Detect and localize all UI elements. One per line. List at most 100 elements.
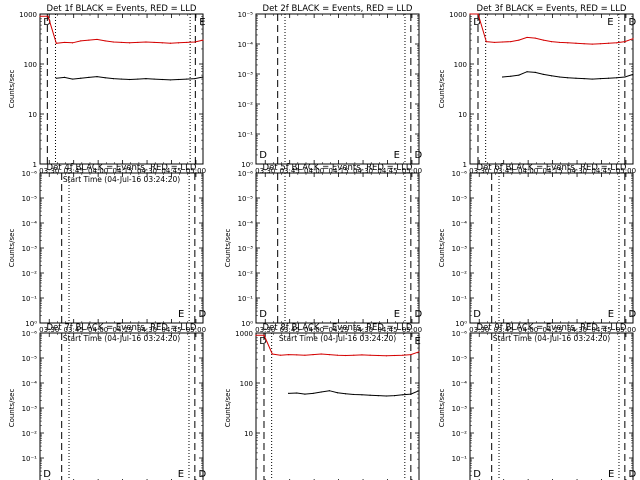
x-tick-label: 05:00 xyxy=(402,167,422,175)
x-axis-label: Start Time (04-Jul-16 03:24:20) xyxy=(63,334,180,343)
y-tick-label: 10⁻⁵ xyxy=(452,195,468,203)
y-tick-label: 10⁻¹ xyxy=(22,295,38,303)
detector-panel-6: Det 6f BLACK = Events, RED = LLD Counts/s… xyxy=(438,163,636,343)
plot-frame xyxy=(255,332,420,480)
y-tick-label: 10⁰ xyxy=(455,320,467,328)
y-tick-label: 10 xyxy=(28,111,37,119)
lld-rate-point xyxy=(477,13,479,15)
lld-rate-point xyxy=(526,36,528,39)
x-tick-label: 04:45 xyxy=(591,326,611,334)
x-tick-label: 03:45 xyxy=(280,167,300,175)
event-marker-d: D xyxy=(259,309,267,320)
x-axis-label: Start Time (04-Jul-16 03:24:20) xyxy=(63,175,180,184)
events-rate-point xyxy=(112,78,114,80)
events-rate-point xyxy=(353,393,355,396)
y-tick-label: 1 xyxy=(33,161,37,169)
lld-rate-point xyxy=(47,15,49,17)
events-rate-point xyxy=(312,392,314,394)
x-tick-label: 04:00 xyxy=(518,326,538,334)
lld-rate-point xyxy=(120,41,123,44)
detector-panel-8: Det 8f BLACK = Events, RED = LLD Counts/s… xyxy=(224,323,421,480)
lld-rate-point xyxy=(345,354,347,357)
events-rate-point xyxy=(526,71,528,73)
x-tick-label: 03:45 xyxy=(64,167,84,175)
event-marker-d: D xyxy=(414,309,422,320)
y-tick-label: 10⁻¹ xyxy=(452,455,468,463)
event-marker-d: D xyxy=(414,150,422,161)
event-marker-d: D xyxy=(259,150,267,161)
events-rate-point xyxy=(393,394,396,397)
x-tick-label: 04:30 xyxy=(137,167,157,175)
events-rate-point xyxy=(377,394,379,397)
lld-rate-point xyxy=(145,41,147,43)
events-rate-point xyxy=(559,76,561,78)
events-rate-point xyxy=(599,78,602,80)
lld-rate-point xyxy=(55,42,57,44)
x-axis-label: Start Time (04-Jul-16 03:24:20) xyxy=(279,334,396,343)
y-axis-label: Counts/sec xyxy=(224,389,232,428)
lld-rate-point xyxy=(104,40,106,42)
y-tick-label: 100 xyxy=(24,61,37,69)
x-tick-label: 04:45 xyxy=(161,326,181,334)
detector-panel-2: Det 2f BLACK = Events, RED = LLD 10⁰ 10⁻¹ 1… xyxy=(238,4,423,175)
x-tick-label: 03:30 xyxy=(39,167,59,175)
panel-title: Det 5f BLACK = Events, RED = LLD xyxy=(263,163,413,173)
y-tick-label: 10⁰ xyxy=(241,161,253,169)
x-tick-label: 04:15 xyxy=(328,326,348,334)
lld-rate-point xyxy=(96,38,98,41)
x-tick-label: 04:00 xyxy=(304,326,324,334)
events-rate-point xyxy=(104,77,106,79)
lld-rate-point xyxy=(575,42,577,44)
events-rate-point xyxy=(632,73,634,75)
y-tick-label: 10⁰ xyxy=(241,320,253,328)
panel-title: Det 7f BLACK = Events, RED = LLD xyxy=(47,323,197,333)
lld-rate-point xyxy=(616,42,618,44)
events-rate-point xyxy=(550,75,553,77)
lld-rate-point xyxy=(304,354,306,356)
panel-title: Det 4f BLACK = Events, RED = LLD xyxy=(47,163,197,173)
x-tick-label: 04:00 xyxy=(88,326,108,334)
plot-frame xyxy=(255,13,420,165)
y-axis-label: Counts/sec xyxy=(8,70,16,109)
lld-rate-point xyxy=(402,354,404,356)
lld-rate-point xyxy=(255,334,257,336)
events-rate-point xyxy=(72,78,74,80)
events-rate-point xyxy=(88,76,90,78)
x-tick-label: 05:00 xyxy=(186,326,206,334)
x-tick-label: 04:00 xyxy=(88,167,108,175)
events-rate-point xyxy=(194,78,196,80)
y-tick-label: 10⁻² xyxy=(452,430,468,438)
y-tick-label: 10⁻⁶ xyxy=(22,330,38,338)
lld-rate-point xyxy=(353,354,355,356)
event-marker-d: D xyxy=(198,469,206,480)
lld-rate-point xyxy=(328,353,330,356)
lld-rate-point xyxy=(288,353,290,356)
lld-rate-point xyxy=(550,41,553,43)
events-rate-point xyxy=(502,76,504,78)
x-tick-label: 03:45 xyxy=(494,326,514,334)
lld-rate-point xyxy=(534,37,536,39)
events-rate-point xyxy=(607,77,610,79)
event-marker-d: D xyxy=(259,336,267,347)
lld-rate-point xyxy=(542,39,544,41)
events-rate-point xyxy=(328,390,330,392)
x-tick-label: 03:30 xyxy=(255,326,275,334)
detector-panel-5: Det 5f BLACK = Events, RED = LLD Counts/s… xyxy=(224,163,422,343)
lld-rate-point xyxy=(296,354,298,356)
y-tick-label: 10⁻² xyxy=(452,270,468,278)
event-marker-e: E xyxy=(608,469,614,480)
lld-rate-point xyxy=(583,43,585,45)
panel-title: Det 6f BLACK = Events, RED = LLD xyxy=(477,163,627,173)
lld-rate-point xyxy=(418,351,420,353)
panel-title: Det 3f BLACK = Events, RED = LLD xyxy=(477,4,627,14)
lld-rate-point xyxy=(153,41,155,44)
events-rate-point xyxy=(534,71,536,73)
events-rate-point xyxy=(186,78,188,80)
y-axis-label: Counts/sec xyxy=(224,229,232,268)
event-marker-d: D xyxy=(628,17,636,28)
events-rate-point xyxy=(96,75,98,78)
lld-rate-point xyxy=(169,42,171,44)
x-tick-label: 03:45 xyxy=(280,326,300,334)
events-rate-point xyxy=(55,77,57,79)
